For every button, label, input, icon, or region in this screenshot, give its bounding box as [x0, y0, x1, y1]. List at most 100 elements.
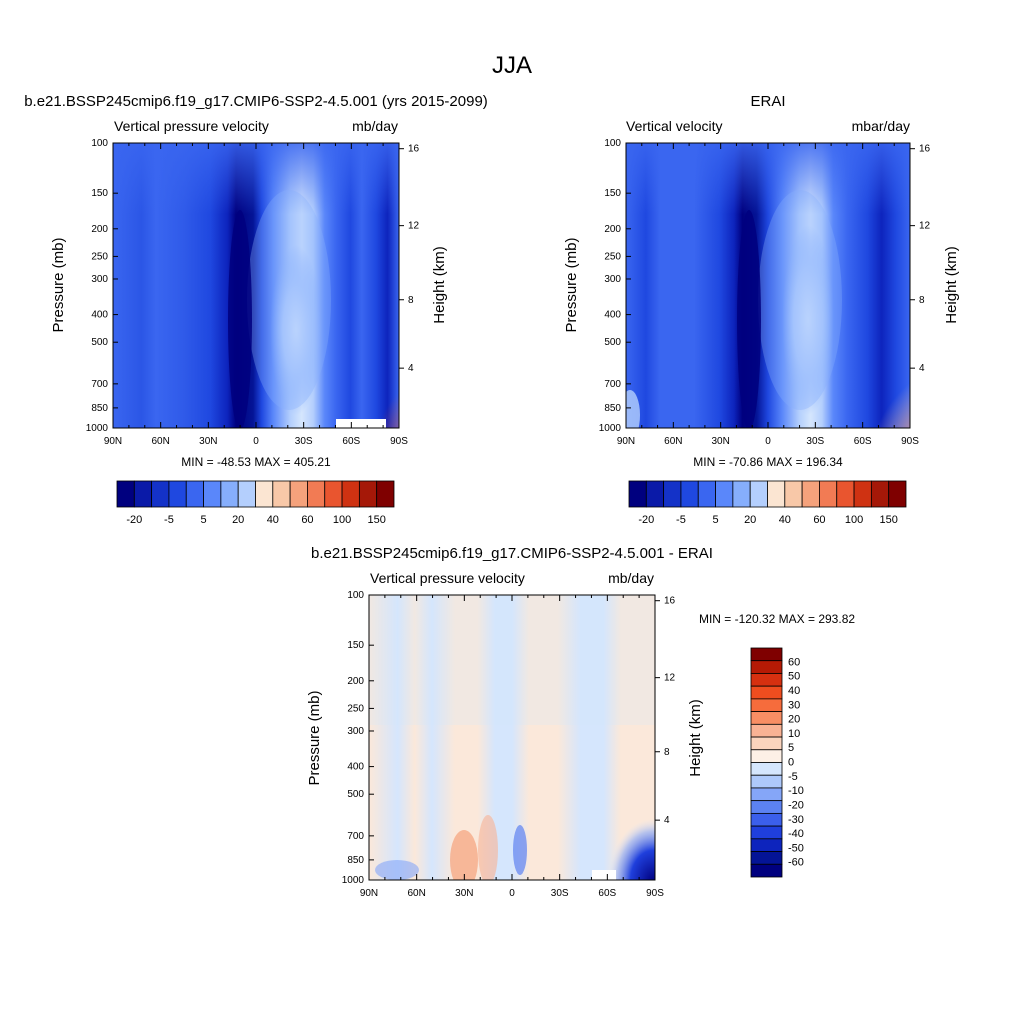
colorbar-swatch	[749, 480, 768, 508]
panel-diff-yaxis: 100 150 200 250 300 400 500 700 850 1000	[342, 590, 374, 886]
x-tick-label: 30S	[551, 888, 569, 899]
y-tick-label: 500	[91, 337, 108, 348]
panel-model-field	[113, 143, 399, 428]
colorbar-label: -5	[676, 514, 686, 526]
panel-obs-y2label: Height (km)	[943, 246, 960, 324]
colorbar-swatch	[801, 480, 820, 508]
x-tick-label: 30N	[455, 888, 473, 899]
colorbar-swatch	[376, 480, 395, 508]
colorbar-label: 40	[267, 514, 279, 526]
colorbar-swatch	[888, 480, 907, 508]
colorbar-swatch	[255, 480, 274, 508]
colorbar-label: 60	[788, 656, 800, 668]
y-tick-label: 100	[604, 138, 621, 149]
y2-tick-label: 4	[664, 815, 670, 826]
y-tick-label: 100	[91, 138, 108, 149]
y-tick-label: 700	[347, 831, 364, 842]
x-tick-label: 90S	[646, 888, 664, 899]
colorbar-swatch	[185, 480, 204, 508]
colorbar-swatch	[628, 480, 647, 508]
colorbar-swatch	[750, 787, 783, 802]
colorbar-swatch	[715, 480, 734, 508]
y2-tick-label: 16	[664, 596, 676, 607]
y2-tick-label: 4	[408, 363, 414, 374]
colorbar-label: 50	[788, 671, 800, 683]
y-tick-label: 700	[91, 379, 108, 390]
y-tick-label: 300	[604, 274, 621, 285]
y-tick-label: 700	[604, 379, 621, 390]
colorbar-label: 40	[788, 685, 800, 697]
colorbar-swatch	[750, 736, 783, 751]
colorbar-swatch	[663, 480, 682, 508]
colorbar-swatch	[750, 660, 783, 674]
y-tick-label: 400	[604, 310, 621, 321]
y-tick-label: 200	[347, 676, 364, 687]
colorbar-swatch	[750, 673, 783, 687]
panel-obs-variable: Vertical velocity	[626, 118, 722, 134]
panel-diff-variable: Vertical pressure velocity	[370, 570, 525, 586]
x-tick-label: 60S	[854, 436, 872, 447]
x-tick-label: 0	[509, 888, 515, 899]
y-tick-label: 850	[347, 855, 364, 866]
colorbar-label: 0	[788, 757, 794, 769]
panel-model-variable: Vertical pressure velocity	[114, 118, 269, 134]
colorbar-swatch	[220, 480, 239, 508]
colorbar-label: 60	[301, 514, 313, 526]
y-tick-label: 250	[604, 251, 621, 262]
colorbar-swatch	[203, 480, 222, 508]
y-tick-label: 200	[91, 224, 108, 235]
panel-model-y2label: Height (km)	[431, 246, 448, 324]
colorbar-label: 5	[713, 514, 719, 526]
panel-obs-stats: MIN = -70.86 MAX = 196.34	[693, 455, 843, 469]
y-tick-label: 150	[604, 188, 621, 199]
panel-diff-ylabel: Pressure (mb)	[306, 690, 323, 785]
colorbar-swatch	[289, 480, 308, 508]
colorbar-label: -10	[788, 785, 804, 797]
colorbar-swatch	[645, 480, 665, 508]
panel-diff-stats: MIN = -120.32 MAX = 293.82	[699, 612, 855, 626]
y2-tick-label: 4	[919, 363, 925, 374]
x-tick-label: 0	[253, 436, 259, 447]
colorbar-swatch	[307, 480, 326, 508]
colorbar-label: 100	[333, 514, 351, 526]
figure-title: JJA	[492, 52, 532, 79]
y2-tick-label: 12	[408, 221, 420, 232]
x-tick-label: 30S	[295, 436, 313, 447]
panel-model-colorbar: -20 -5 5 20 40 60 100 150	[116, 480, 395, 526]
colorbar-label: 5	[788, 742, 794, 754]
colorbar-swatch	[133, 480, 153, 508]
y-tick-label: 400	[347, 762, 364, 773]
colorbar-swatch	[870, 480, 890, 508]
x-tick-label: 60S	[342, 436, 360, 447]
colorbar-label: -40	[788, 828, 804, 840]
colorbar-swatch	[750, 698, 783, 713]
y-tick-label: 500	[347, 789, 364, 800]
colorbar-swatch	[237, 480, 256, 508]
colorbar-swatch	[750, 863, 783, 878]
panel-obs-title: ERAI	[750, 93, 785, 110]
y2-tick-label: 16	[408, 144, 420, 155]
colorbar-swatch	[750, 851, 783, 865]
colorbar-label: -5	[788, 771, 798, 783]
colorbar-label: -20	[638, 514, 654, 526]
colorbar-label: 100	[845, 514, 863, 526]
colorbar-swatch	[750, 825, 783, 840]
y-tick-label: 850	[604, 403, 621, 414]
panel-obs-colorbar: -20 -5 5 20 40 60 100 150	[628, 480, 907, 526]
panel-diff-y2label: Height (km)	[687, 699, 704, 777]
colorbar-swatch	[836, 480, 855, 508]
x-tick-label: 30N	[711, 436, 729, 447]
x-tick-label: 30S	[806, 436, 824, 447]
colorbar-label: 10	[788, 728, 800, 740]
colorbar-swatch	[819, 480, 838, 508]
y2-tick-label: 8	[408, 295, 414, 306]
y-tick-label: 300	[347, 726, 364, 737]
x-tick-label: 90N	[360, 888, 378, 899]
x-tick-label: 30N	[199, 436, 217, 447]
colorbar-swatch	[750, 812, 783, 827]
panel-obs-ylabel: Pressure (mb)	[563, 237, 580, 332]
panel-model-units: mb/day	[352, 118, 398, 134]
colorbar-label: 150	[368, 514, 386, 526]
y2-tick-label: 8	[919, 295, 925, 306]
